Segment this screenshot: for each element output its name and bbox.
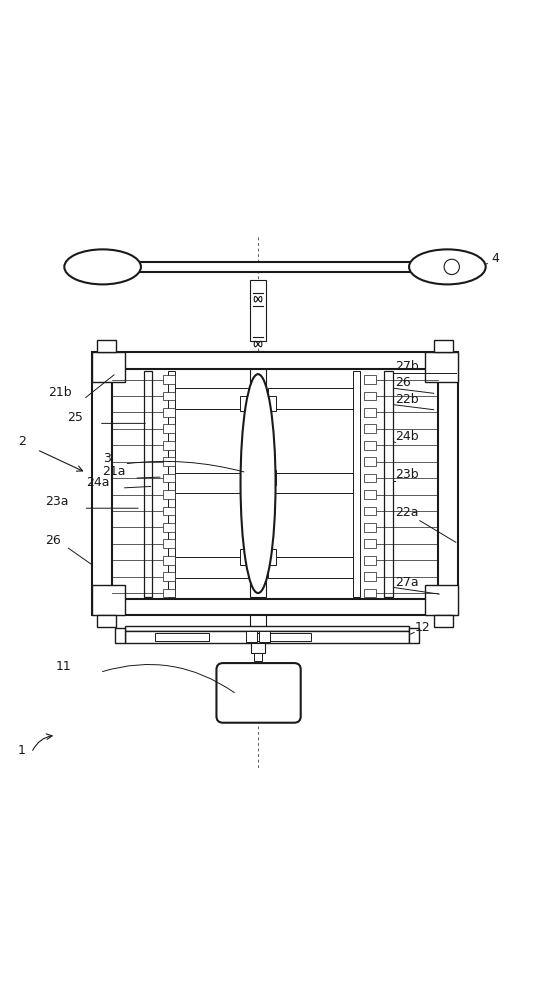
Text: 4: 4: [491, 252, 499, 265]
Text: 22a: 22a: [395, 506, 419, 519]
Bar: [259, 631, 270, 642]
Bar: [251, 643, 265, 653]
Bar: [163, 408, 175, 417]
Bar: [364, 572, 376, 581]
Bar: [163, 490, 175, 499]
Text: 22b: 22b: [395, 393, 419, 406]
Bar: [364, 457, 376, 466]
Bar: [175, 557, 248, 578]
Bar: [92, 371, 112, 597]
Text: 2: 2: [18, 435, 26, 448]
Bar: [163, 392, 175, 400]
Bar: [250, 280, 266, 341]
Bar: [240, 549, 250, 565]
Bar: [256, 633, 311, 641]
Bar: [163, 474, 175, 482]
Bar: [163, 441, 175, 450]
Bar: [266, 396, 276, 411]
Bar: [163, 539, 175, 548]
Bar: [246, 631, 257, 642]
Bar: [92, 352, 458, 369]
Bar: [124, 626, 409, 631]
Text: 12: 12: [415, 621, 430, 634]
Ellipse shape: [64, 249, 141, 284]
FancyBboxPatch shape: [217, 663, 301, 723]
Bar: [250, 369, 266, 597]
Bar: [434, 340, 453, 352]
Bar: [144, 371, 152, 597]
Bar: [254, 653, 262, 661]
Bar: [364, 490, 376, 499]
Text: 23a: 23a: [45, 495, 69, 508]
Bar: [97, 340, 116, 352]
Bar: [163, 457, 175, 466]
Bar: [266, 470, 276, 485]
Bar: [364, 392, 376, 400]
Bar: [163, 572, 175, 581]
Text: 26: 26: [45, 534, 61, 547]
Bar: [364, 539, 376, 548]
Bar: [266, 549, 276, 565]
Bar: [163, 375, 175, 384]
Bar: [364, 523, 376, 532]
Bar: [114, 628, 124, 643]
Bar: [175, 388, 248, 409]
Text: 21a: 21a: [103, 465, 126, 478]
Bar: [364, 441, 376, 450]
Bar: [163, 589, 175, 597]
Bar: [124, 631, 409, 643]
Bar: [364, 408, 376, 417]
Text: 24a: 24a: [86, 476, 109, 489]
Bar: [92, 585, 124, 615]
Bar: [426, 352, 458, 382]
Bar: [364, 474, 376, 482]
Text: 26: 26: [395, 376, 411, 389]
Bar: [240, 396, 250, 411]
Text: 27b: 27b: [395, 360, 419, 373]
Bar: [240, 470, 250, 485]
Text: 27a: 27a: [395, 576, 419, 589]
Bar: [155, 633, 210, 641]
Bar: [163, 507, 175, 515]
Text: 1: 1: [18, 744, 26, 757]
Text: 21b: 21b: [48, 386, 72, 399]
Ellipse shape: [409, 249, 486, 284]
Bar: [168, 371, 175, 597]
Bar: [97, 615, 116, 627]
Text: 11: 11: [56, 660, 72, 673]
Bar: [437, 371, 458, 597]
Bar: [163, 424, 175, 433]
Bar: [364, 589, 376, 597]
Bar: [268, 388, 353, 409]
Bar: [364, 375, 376, 384]
Bar: [268, 557, 353, 578]
Text: 3: 3: [103, 452, 111, 465]
Bar: [163, 556, 175, 565]
Text: 23b: 23b: [395, 468, 419, 481]
Text: 25: 25: [67, 411, 83, 424]
Bar: [250, 613, 266, 634]
Bar: [364, 507, 376, 515]
Bar: [364, 556, 376, 565]
Ellipse shape: [240, 374, 276, 593]
Bar: [353, 371, 360, 597]
Bar: [409, 628, 419, 643]
Bar: [163, 523, 175, 532]
Bar: [73, 262, 477, 272]
Bar: [92, 352, 124, 382]
Bar: [92, 598, 458, 615]
Bar: [384, 371, 393, 597]
Bar: [434, 615, 453, 627]
Circle shape: [444, 259, 459, 275]
Bar: [175, 473, 248, 493]
Bar: [364, 424, 376, 433]
Bar: [426, 585, 458, 615]
Text: 24b: 24b: [395, 430, 419, 443]
Bar: [268, 473, 353, 493]
